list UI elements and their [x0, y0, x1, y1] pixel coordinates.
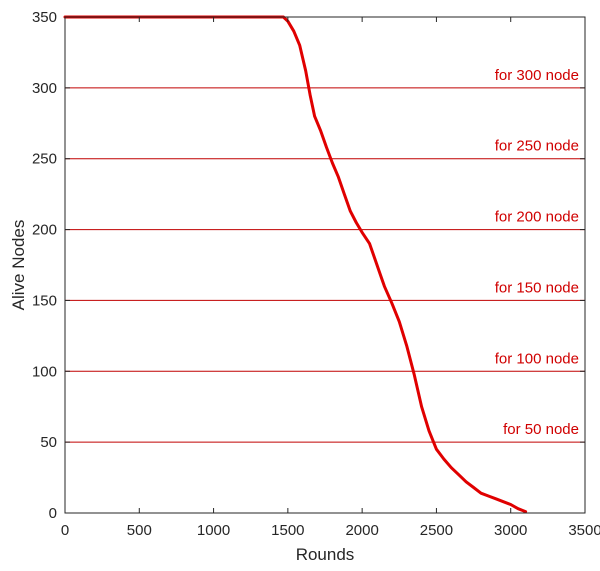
data-point: [325, 146, 328, 149]
data-point: [292, 29, 295, 33]
data-point: [442, 457, 446, 461]
y-tick-label: 50: [40, 434, 57, 451]
reference-line-label: for 50 node: [503, 421, 579, 438]
x-tick-label: 2500: [420, 522, 453, 539]
x-axis-title: Rounds: [296, 545, 355, 564]
reference-lines: for 300 node for 250 node for 200 node for …: [65, 67, 585, 443]
data-point: [420, 405, 423, 408]
data-point: [383, 285, 386, 288]
labels-layer: Rounds Alive Nodes: [9, 220, 354, 564]
data-point: [308, 93, 312, 97]
y-tick-label: 200: [32, 222, 57, 239]
y-tick-label: 250: [32, 151, 57, 168]
y-tick-label: 150: [32, 292, 57, 309]
y-tick-label: 300: [32, 80, 57, 97]
series-line: [63, 15, 528, 514]
x-tick-label: 3500: [568, 522, 600, 539]
y-tick-label: 100: [32, 363, 57, 380]
data-point: [487, 494, 490, 498]
data-point: [427, 429, 431, 433]
data-point: [337, 175, 340, 179]
data-point: [494, 497, 498, 501]
reference-line-label: for 250 node: [495, 138, 579, 155]
plot-frame: [64, 16, 586, 514]
data-point: [412, 372, 416, 376]
data-point: [360, 231, 364, 234]
data-point: [355, 221, 358, 224]
x-tick-label: 3000: [494, 522, 527, 539]
axes-layer: [64, 16, 586, 514]
data-point: [375, 263, 379, 267]
data-point: [502, 500, 505, 503]
data-point: [435, 448, 438, 451]
data-point: [343, 192, 346, 196]
y-tick-label: 0: [49, 505, 57, 522]
data-point: [457, 473, 460, 476]
x-tick-label: 500: [127, 522, 152, 539]
reference-line-label: for 150 node: [495, 279, 579, 296]
ticks-layer: 0 500 1000 1500 2000 2500 3000 3500 0 50 100 150 200…: [32, 9, 600, 539]
data-point: [390, 302, 394, 305]
reference-line-label: for 100 node: [495, 350, 579, 367]
x-tick-label: 1000: [197, 522, 230, 539]
x-tick-label: 1500: [271, 522, 304, 539]
data-point: [464, 480, 468, 484]
data-point: [398, 320, 401, 323]
data-point: [298, 44, 301, 47]
series-layer: [63, 15, 528, 514]
reference-line-label: for 200 node: [495, 209, 579, 226]
data-point: [304, 69, 307, 73]
data-point: [319, 129, 322, 132]
data-point: [524, 510, 527, 513]
data-point: [349, 209, 352, 213]
data-point: [405, 344, 408, 347]
data-point: [516, 507, 520, 510]
data-point: [479, 491, 483, 495]
y-tick-label: 350: [32, 9, 57, 26]
data-point: [331, 161, 334, 165]
data-point: [450, 466, 453, 469]
data-point: [368, 242, 371, 245]
data-point: [509, 503, 512, 506]
x-tick-label: 2000: [345, 522, 378, 539]
y-axis-title: Alive Nodes: [9, 220, 28, 311]
data-point: [313, 115, 316, 118]
data-point: [472, 486, 475, 489]
reference-line-label: for 300 node: [495, 67, 579, 84]
x-tick-label: 0: [61, 522, 69, 539]
